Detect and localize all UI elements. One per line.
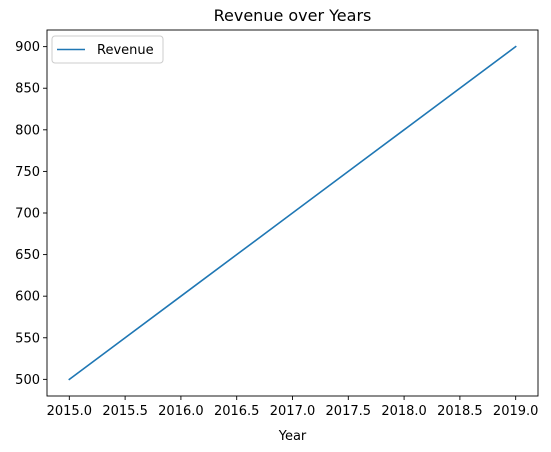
x-tick-label: 2016.5 [214,404,260,419]
plot-frame [46,29,539,397]
chart-title: Revenue over Years [214,6,372,25]
y-tick-label: 650 [15,248,40,263]
x-axis-ticks: 2015.0 2015.5 2016.0 2016.5 2017.0 2017.5 2018… [47,396,539,419]
x-tick-label: 2016.0 [158,404,204,419]
legend-box [51,35,164,64]
x-tick-label: 2017.0 [270,404,316,419]
x-tick-label: 2018.5 [437,404,483,419]
y-axis-ticks: 500 550 600 650 700 750 800 850 900 [15,40,47,388]
y-tick-label: 900 [15,40,40,55]
x-axis-title: Year [278,429,307,444]
x-tick-label: 2015.0 [47,404,93,419]
x-tick-label: 2019.0 [493,404,539,419]
legend: Revenue [51,35,164,64]
y-tick-label: 850 [15,82,40,97]
x-tick-label: 2017.5 [326,404,372,419]
x-tick-label: 2015.5 [102,404,148,419]
y-tick-label: 550 [15,331,40,346]
y-tick-label: 750 [15,165,40,180]
x-tick-label: 2018.0 [381,404,427,419]
legend-label-revenue: Revenue [97,43,154,58]
y-tick-label: 500 [15,373,40,388]
series-layer [68,45,517,381]
y-tick-label: 700 [15,207,40,222]
y-tick-label: 800 [15,123,40,138]
y-tick-label: 600 [15,290,40,305]
series-line-revenue [68,45,517,381]
